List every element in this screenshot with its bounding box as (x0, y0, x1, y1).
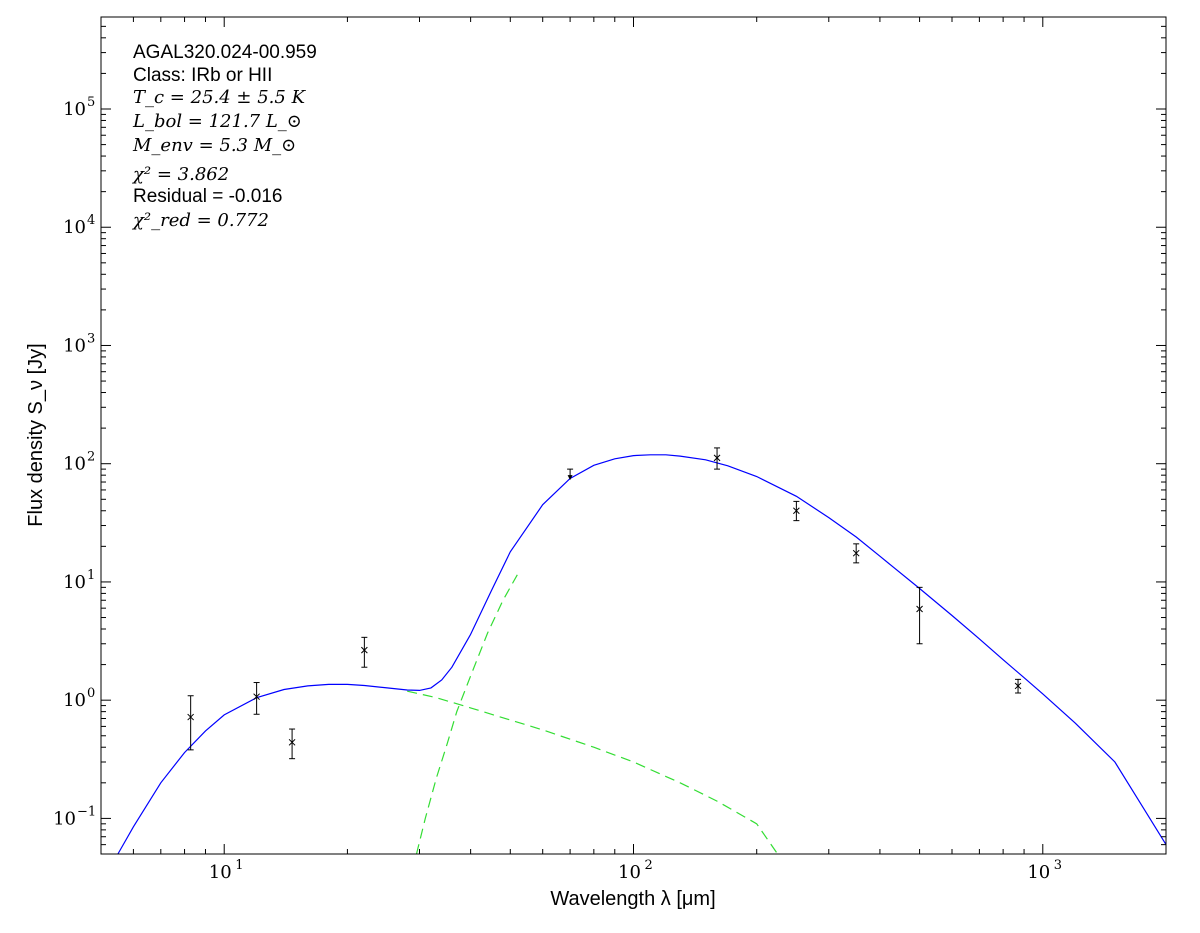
y-axis-label: Flux density S_ν [Jy] (25, 343, 47, 526)
data-point (916, 586, 923, 645)
y-tick-exponent: 0 (87, 686, 95, 701)
point-marker (253, 693, 260, 701)
source-class: Class: IRb or HII (133, 65, 272, 86)
annotation-chi2-red: χ²_red = 0.772 (131, 210, 269, 231)
plot-frame (100, 16, 1167, 855)
annotation-menv: M_env = 5.3 M_⊙ (132, 135, 296, 156)
y-tick-exponent: 2 (87, 450, 95, 465)
data-point (288, 728, 296, 760)
x-tick-exponent: 1 (235, 858, 243, 873)
data-points (187, 447, 1022, 760)
y-tick-exponent: 3 (87, 331, 95, 346)
upper-limit (567, 468, 574, 481)
x-tick-label: 10 (618, 862, 641, 883)
point-marker (187, 713, 195, 721)
fit-annotations: AGAL320.024-00.959 Class: IRb or HII T_c… (131, 42, 317, 231)
data-point (253, 682, 260, 715)
point-marker (1014, 682, 1022, 690)
data-point (187, 695, 195, 751)
y-tick-label: 10 (53, 808, 76, 829)
x-tick-exponent: 3 (1054, 858, 1062, 873)
component-curve (407, 690, 779, 855)
annotation-tc: T_c = 25.4 ± 5.5 K (133, 87, 307, 108)
y-tick-exponent: 5 (87, 95, 95, 110)
y-tick-label: 10 (63, 99, 86, 120)
x-axis-label: Wavelength λ [μm] (550, 888, 715, 910)
data-point (852, 543, 860, 564)
data-point (793, 500, 800, 522)
source-name: AGAL320.024-00.959 (133, 42, 317, 63)
point-marker (852, 549, 860, 557)
y-tick-exponent: −1 (77, 804, 96, 819)
x-tick-exponent: 2 (645, 858, 653, 873)
point-marker (713, 454, 721, 462)
data-point (713, 447, 721, 470)
component-curve (415, 574, 518, 855)
y-tick-exponent: 1 (87, 568, 95, 583)
annotation-chi2: χ² = 3.862 (131, 164, 229, 185)
y-tick-label: 10 (63, 572, 86, 593)
point-marker (361, 646, 368, 654)
data-point (1014, 678, 1022, 694)
y-tick-label: 10 (63, 454, 86, 475)
y-tick-label: 10 (63, 217, 86, 238)
upper-limit-arrow (567, 475, 573, 481)
point-marker (288, 738, 296, 746)
point-marker (916, 605, 923, 613)
x-tick-label: 10 (1027, 862, 1050, 883)
data-point (361, 636, 368, 668)
y-tick-exponent: 4 (87, 213, 95, 228)
annotation-residual: Residual = -0.016 (133, 186, 282, 207)
y-tick-label: 10 (63, 335, 86, 356)
annotation-lbol: L_bol = 121.7 L_⊙ (132, 111, 302, 132)
x-tick-label: 10 (209, 862, 232, 883)
y-tick-label: 10 (63, 690, 86, 711)
point-marker (793, 507, 800, 515)
